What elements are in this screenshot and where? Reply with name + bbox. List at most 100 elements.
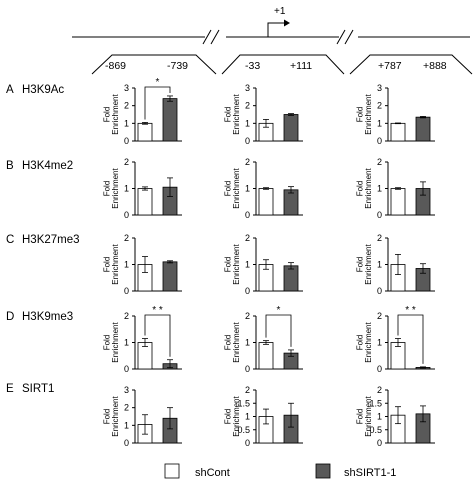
panel-d-2: 0 1 2 FoldEnrichment * xyxy=(223,305,303,374)
y-tick-label: 3 xyxy=(124,385,129,395)
region-bracket-2 xyxy=(221,54,345,75)
y-tick-label: 0 xyxy=(245,364,250,374)
y-axis-label: FoldEnrichment xyxy=(355,395,373,436)
y-tick-label: 2 xyxy=(124,403,129,413)
y-tick-label: 0 xyxy=(124,438,129,448)
y-tick-label: 1 xyxy=(377,184,382,194)
y-tick-label: 0.5 xyxy=(237,425,250,435)
y-axis-label: FoldEnrichment xyxy=(102,321,120,362)
y-tick-label: 0 xyxy=(377,286,382,296)
y-tick-label: 2 xyxy=(124,101,129,111)
bar-chart-panels: 0 1 2 3 FoldEnrichment * 0 1 2 3 FoldEnrichment 0 1 2… xyxy=(102,77,435,448)
panel-d-1: 0 1 2 FoldEnrichment * * xyxy=(102,305,182,374)
panel-b-1: 0 1 2 FoldEnrichment xyxy=(102,157,182,220)
y-axis-label: FoldEnrichment xyxy=(102,93,120,134)
significance-stars: * * xyxy=(405,305,416,316)
panel-a-3: 0 1 2 3 FoldEnrichment xyxy=(355,83,435,146)
y-tick-label: 0 xyxy=(124,210,129,220)
y-tick-label: 2 xyxy=(377,385,382,395)
y-tick-label: 2 xyxy=(377,311,382,321)
y-tick-label: 3 xyxy=(377,83,382,93)
legend-label-shsirt1: shSIRT1-1 xyxy=(344,467,396,479)
panel-a-1: 0 1 2 3 FoldEnrichment * xyxy=(102,77,182,146)
y-tick-label: 2 xyxy=(124,157,129,167)
tss-label: +1 xyxy=(274,6,286,17)
y-axis-label: FoldEnrichment xyxy=(102,167,120,208)
panel-e-2: 0 0.5 1 1.5 2 FoldEnrichment xyxy=(223,385,303,448)
y-tick-label: 1 xyxy=(124,118,129,128)
legend-label-shcont: shCont xyxy=(195,467,230,479)
y-tick-label: 0 xyxy=(245,438,250,448)
y-tick-label: 2 xyxy=(377,233,382,243)
y-tick-label: 1 xyxy=(245,260,250,270)
y-tick-label: 1 xyxy=(377,338,382,348)
y-tick-label: 0 xyxy=(245,136,250,146)
y-axis-label: FoldEnrichment xyxy=(223,395,241,436)
y-tick-label: 1 xyxy=(377,118,382,128)
panel-b-3: 0 1 2 FoldEnrichment xyxy=(355,157,435,220)
row-mark-b: H3K4me2 xyxy=(22,160,73,172)
y-tick-label: 1 xyxy=(245,412,250,422)
panel-a-2: 0 1 2 3 FoldEnrichment xyxy=(223,83,303,146)
y-tick-label: 0 xyxy=(245,210,250,220)
bar-shsirt1 xyxy=(283,189,299,216)
region-bracket-1 xyxy=(91,54,217,75)
row-mark-e: SIRT1 xyxy=(22,383,54,395)
y-axis-label: FoldEnrichment xyxy=(355,167,373,208)
gene-diagram: +1 -869 -739 -33 +111 +787 +888 xyxy=(72,6,473,75)
y-tick-label: 2 xyxy=(245,157,250,167)
y-axis-label: FoldEnrichment xyxy=(355,243,373,284)
bar-shcont xyxy=(390,122,406,142)
tss-arrow xyxy=(267,19,290,37)
y-tick-label: 1.5 xyxy=(237,398,250,408)
significance-bracket xyxy=(397,314,424,364)
y-tick-label: 2 xyxy=(124,311,129,321)
bar-shsirt1 xyxy=(162,98,178,142)
y-tick-label: 3 xyxy=(124,83,129,93)
bar-shsirt1 xyxy=(415,116,431,142)
region-3-end: +888 xyxy=(423,60,447,72)
panel-e-1: 0 1 2 3 FoldEnrichment xyxy=(102,385,182,448)
y-tick-label: 2 xyxy=(124,233,129,243)
row-letter-b: B xyxy=(6,160,14,172)
bar-shcont xyxy=(137,122,153,142)
region-2-end: +111 xyxy=(290,60,312,72)
y-tick-label: 1 xyxy=(124,338,129,348)
y-tick-label: 1 xyxy=(124,420,129,430)
y-tick-label: 0 xyxy=(377,364,382,374)
y-tick-label: 2 xyxy=(245,311,250,321)
row-letter-d: D xyxy=(6,311,14,323)
y-tick-label: 1.5 xyxy=(369,398,382,408)
y-tick-label: 0 xyxy=(245,286,250,296)
significance-stars: * * xyxy=(152,305,163,316)
y-tick-label: 0 xyxy=(124,286,129,296)
legend-swatch-shsirt1 xyxy=(315,463,331,479)
y-tick-label: 0 xyxy=(124,364,129,374)
row-letter-c: C xyxy=(6,234,14,246)
break-mark-1 xyxy=(202,29,220,45)
y-tick-label: 1 xyxy=(245,184,250,194)
panel-c-1: 0 1 2 FoldEnrichment xyxy=(102,233,182,296)
y-tick-label: 0 xyxy=(377,438,382,448)
y-tick-label: 1 xyxy=(377,412,382,422)
y-axis-label: FoldEnrichment xyxy=(223,167,241,208)
y-axis-label: FoldEnrichment xyxy=(355,93,373,134)
legend-swatch-shcont xyxy=(164,463,180,479)
bar-shsirt1 xyxy=(283,265,299,292)
y-tick-label: 0 xyxy=(377,136,382,146)
y-tick-label: 1 xyxy=(124,260,129,270)
panel-c-2: 0 1 2 FoldEnrichment xyxy=(223,233,303,296)
panel-d-3: 0 1 2 FoldEnrichment * * xyxy=(355,305,435,374)
y-axis-label: FoldEnrichment xyxy=(355,321,373,362)
significance-stars: * xyxy=(156,77,160,88)
y-axis-label: FoldEnrichment xyxy=(102,395,120,436)
legend: shCont shSIRT1-1 xyxy=(164,463,396,479)
row-mark-a: H3K9Ac xyxy=(22,84,64,96)
y-tick-label: 1 xyxy=(245,118,250,128)
bar-shcont xyxy=(258,188,274,216)
y-tick-label: 1 xyxy=(245,338,250,348)
y-tick-label: 0 xyxy=(377,210,382,220)
bar-shsirt1 xyxy=(283,114,299,142)
significance-bracket xyxy=(265,314,292,347)
y-tick-label: 1 xyxy=(377,260,382,270)
